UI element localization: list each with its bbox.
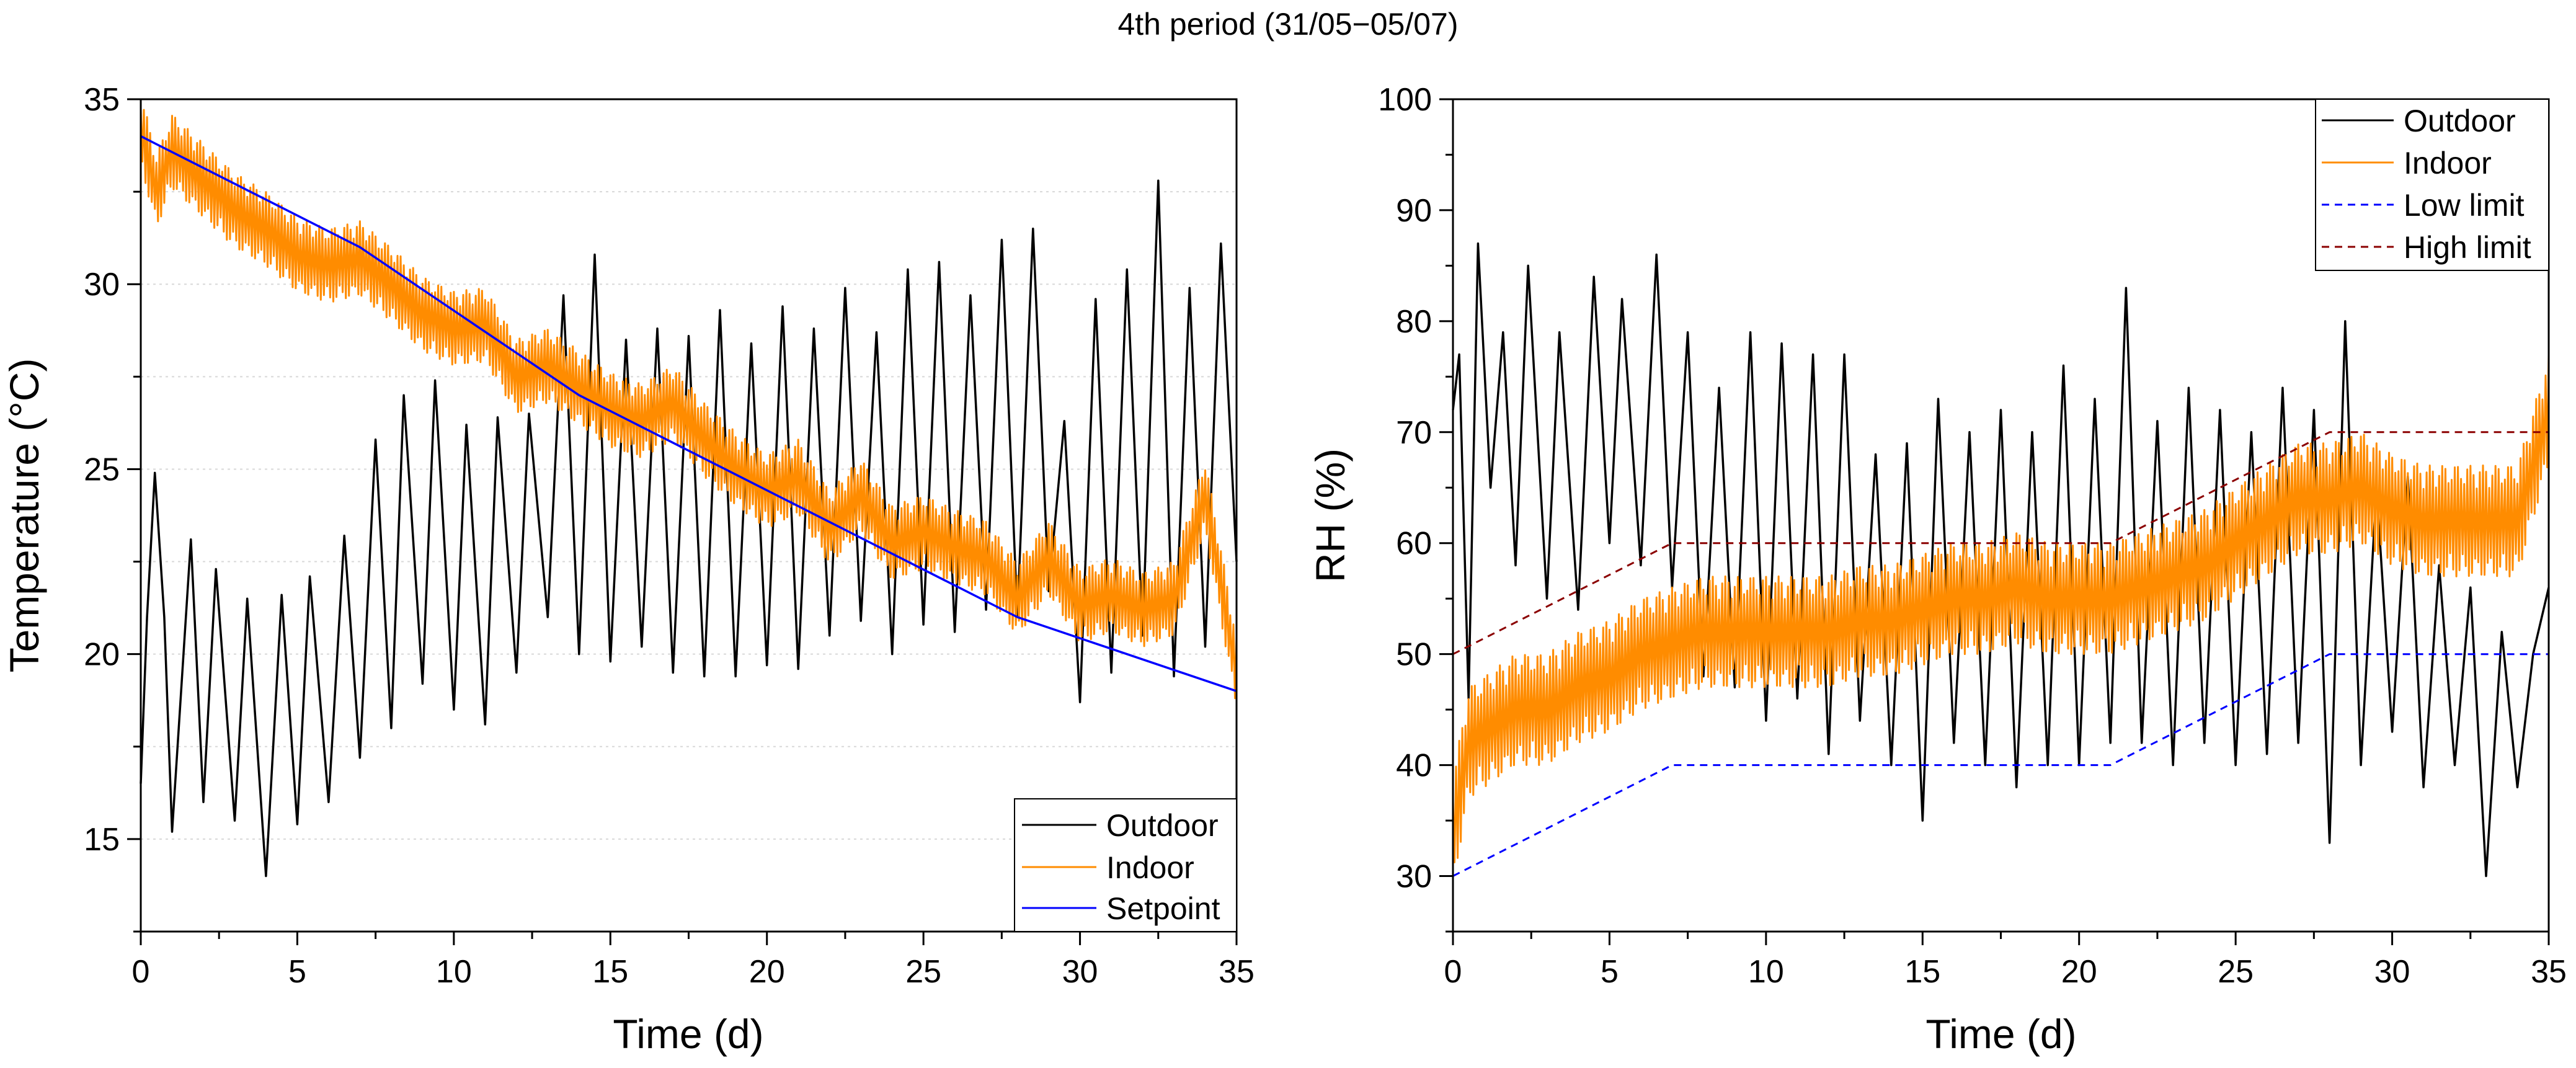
temperature-y-tick-label: 25 — [84, 452, 120, 487]
rh-y-tick-label: 90 — [1396, 193, 1432, 229]
rh-y-tick-label: 70 — [1396, 415, 1432, 451]
legend-label-setpoint: Setpoint — [1106, 891, 1220, 926]
rh-x-tick-label: 5 — [1601, 954, 1619, 990]
temperature-x-tick-label: 25 — [905, 954, 941, 990]
rh-x-tick-label: 10 — [1748, 954, 1784, 990]
temperature-x-tick-label: 35 — [1219, 954, 1255, 990]
legend-label-rh-indoor: Indoor — [2404, 146, 2492, 180]
temperature-series-outdoor — [140, 179, 1238, 878]
rh-series-indoor — [1452, 355, 2550, 863]
temperature-x-tick-label: 15 — [592, 954, 628, 990]
rh-y-tick-label: 50 — [1396, 637, 1432, 673]
rh-y-tick-label: 60 — [1396, 526, 1432, 562]
rh-chart: 0 5 10 15 20 25 30 35 30 40 50 60 70 80 90 100 Time (d)… — [1307, 82, 2567, 1057]
rh-y-tick-label: 80 — [1396, 304, 1432, 340]
rh-y-tick-label: 40 — [1396, 748, 1432, 784]
rh-series-high-limit — [1452, 431, 2549, 656]
rh-y-tick-label: 100 — [1378, 82, 1432, 118]
rh-x-tick-label: 30 — [2374, 954, 2410, 990]
rh-x-tick-label: 20 — [2061, 954, 2097, 990]
temperature-x-axis-label: Time (d) — [613, 1011, 763, 1057]
temperature-legend: Outdoor Indoor Setpoint — [1014, 798, 1237, 932]
rh-series-low-limit — [1452, 653, 2549, 877]
rh-legend-box — [2315, 99, 2549, 271]
figure-title: 4th period (31/05−05/07) — [1117, 7, 1458, 42]
rh-ticks: 0 5 10 15 20 25 30 35 30 40 50 60 70 80 90 100 — [1378, 82, 2567, 990]
temperature-x-tick-label: 20 — [749, 954, 785, 990]
temperature-x-tick-label: 10 — [436, 954, 472, 990]
temperature-x-tick-label: 0 — [132, 954, 150, 990]
temperature-x-tick-label: 30 — [1062, 954, 1098, 990]
temperature-y-tick-label: 15 — [84, 822, 120, 858]
legend-label-low-limit: Low limit — [2404, 188, 2525, 223]
temperature-y-tick-label: 20 — [84, 637, 120, 673]
temperature-x-tick-label: 5 — [288, 954, 306, 990]
rh-x-tick-label: 0 — [1444, 954, 1462, 990]
rh-x-tick-label: 15 — [1904, 954, 1940, 990]
rh-x-tick-label: 35 — [2531, 954, 2567, 990]
temperature-series-setpoint — [140, 135, 1237, 692]
temperature-legend-box — [1014, 798, 1237, 932]
temperature-series-indoor — [140, 108, 1238, 700]
temperature-chart: 0 5 10 15 20 25 30 35 15 20 25 30 35 Time (d) Temper… — [1, 82, 1255, 1057]
temperature-y-tick-label: 30 — [84, 267, 120, 303]
rh-y-tick-label: 30 — [1396, 859, 1432, 895]
legend-label-outdoor: Outdoor — [1106, 808, 1219, 843]
temperature-y-tick-label: 35 — [84, 82, 120, 118]
rh-series-outdoor — [1452, 242, 2550, 878]
legend-label-rh-outdoor: Outdoor — [2404, 104, 2516, 138]
rh-x-tick-label: 25 — [2218, 954, 2254, 990]
legend-label-high-limit: High limit — [2404, 230, 2531, 265]
rh-y-axis-label: RH (%) — [1307, 448, 1353, 582]
temperature-y-axis-label: Temperature (°C) — [1, 358, 47, 673]
rh-x-axis-label: Time (d) — [1925, 1011, 2076, 1057]
temperature-ticks: 0 5 10 15 20 25 30 35 15 20 25 30 35 — [84, 82, 1255, 990]
legend-label-indoor: Indoor — [1106, 850, 1194, 885]
temperature-series — [140, 108, 1238, 878]
rh-series — [1452, 242, 2550, 878]
rh-legend: Outdoor Indoor Low limit High limit — [2315, 99, 2549, 271]
